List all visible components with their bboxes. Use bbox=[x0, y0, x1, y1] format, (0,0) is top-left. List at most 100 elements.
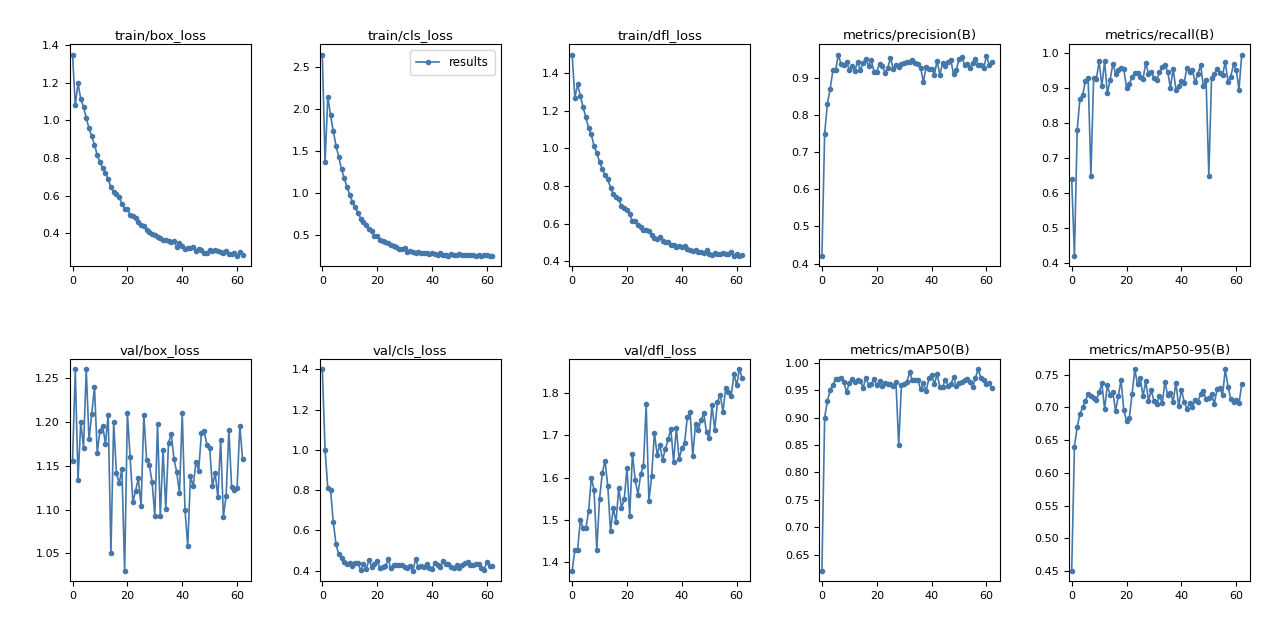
results bbox=[612, 485, 627, 492]
results bbox=[1119, 84, 1134, 91]
results bbox=[815, 252, 830, 260]
results bbox=[985, 384, 1000, 392]
results bbox=[117, 567, 132, 575]
results bbox=[114, 465, 129, 473]
results bbox=[735, 374, 750, 382]
results bbox=[1146, 74, 1161, 81]
Legend: results: results bbox=[410, 50, 495, 75]
results bbox=[617, 204, 632, 212]
results bbox=[982, 379, 997, 387]
Line: results: results bbox=[1070, 367, 1244, 573]
results bbox=[362, 225, 377, 232]
Line: results: results bbox=[320, 53, 495, 258]
Line: results: results bbox=[570, 53, 744, 258]
Line: results: results bbox=[820, 53, 994, 258]
results bbox=[982, 61, 997, 69]
results bbox=[612, 196, 627, 203]
Line: results: results bbox=[71, 53, 245, 258]
results bbox=[395, 245, 410, 253]
results bbox=[482, 252, 497, 260]
results bbox=[1235, 51, 1250, 58]
results bbox=[232, 422, 247, 429]
results bbox=[683, 246, 698, 254]
results bbox=[645, 472, 660, 480]
results bbox=[485, 563, 500, 570]
results bbox=[1110, 392, 1126, 400]
results bbox=[1231, 399, 1246, 407]
results bbox=[1152, 69, 1167, 76]
results bbox=[435, 558, 450, 565]
results bbox=[900, 378, 915, 385]
results bbox=[897, 59, 912, 67]
results bbox=[67, 366, 82, 373]
results bbox=[150, 233, 165, 241]
results bbox=[650, 451, 665, 458]
results bbox=[235, 251, 250, 259]
results bbox=[400, 248, 415, 256]
Line: results: results bbox=[320, 367, 495, 573]
results bbox=[730, 381, 745, 389]
results bbox=[405, 567, 420, 575]
results bbox=[1185, 67, 1200, 74]
Title: metrics/mAP50(B): metrics/mAP50(B) bbox=[849, 344, 970, 357]
Title: train/cls_loss: train/cls_loss bbox=[367, 29, 453, 42]
Title: val/dfl_loss: val/dfl_loss bbox=[623, 344, 697, 357]
results bbox=[869, 68, 884, 76]
results bbox=[893, 381, 909, 389]
results bbox=[933, 383, 948, 391]
results bbox=[232, 248, 247, 256]
results bbox=[1181, 399, 1197, 407]
results bbox=[395, 561, 410, 568]
results bbox=[1113, 64, 1128, 72]
results bbox=[362, 556, 377, 564]
results bbox=[367, 560, 382, 568]
Title: train/dfl_loss: train/dfl_loss bbox=[618, 29, 702, 42]
Title: metrics/precision(B): metrics/precision(B) bbox=[843, 29, 977, 42]
Title: train/box_loss: train/box_loss bbox=[114, 29, 207, 42]
results bbox=[482, 562, 497, 570]
results bbox=[1117, 406, 1132, 414]
results bbox=[864, 57, 879, 64]
results bbox=[732, 366, 747, 373]
results bbox=[123, 453, 138, 461]
results bbox=[1150, 400, 1165, 408]
results bbox=[65, 458, 80, 465]
Title: val/cls_loss: val/cls_loss bbox=[373, 344, 448, 357]
results bbox=[1065, 567, 1080, 575]
results bbox=[155, 446, 170, 454]
results bbox=[183, 244, 198, 251]
results bbox=[117, 204, 132, 212]
results bbox=[815, 567, 830, 575]
Line: results: results bbox=[820, 367, 994, 573]
Title: val/box_loss: val/box_loss bbox=[121, 344, 201, 357]
results bbox=[473, 252, 489, 260]
results bbox=[565, 51, 580, 58]
results bbox=[188, 458, 203, 465]
results bbox=[315, 366, 330, 373]
results bbox=[150, 420, 165, 428]
results bbox=[485, 252, 500, 260]
Title: metrics/mAP50-95(B): metrics/mAP50-95(B) bbox=[1089, 344, 1231, 357]
results bbox=[315, 51, 330, 58]
results bbox=[400, 564, 415, 572]
results bbox=[971, 366, 986, 373]
Title: metrics/recall(B): metrics/recall(B) bbox=[1104, 29, 1214, 42]
results bbox=[732, 252, 747, 260]
results bbox=[235, 455, 250, 463]
results bbox=[683, 408, 698, 416]
results bbox=[902, 58, 917, 66]
Line: results: results bbox=[71, 367, 245, 573]
results bbox=[230, 252, 245, 260]
results bbox=[1218, 366, 1233, 373]
results bbox=[867, 375, 882, 383]
results bbox=[112, 194, 127, 201]
results bbox=[650, 236, 665, 243]
results bbox=[65, 51, 80, 58]
results bbox=[1065, 175, 1080, 183]
Line: results: results bbox=[1070, 53, 1244, 258]
results bbox=[565, 567, 580, 575]
results bbox=[1143, 387, 1159, 394]
results bbox=[367, 232, 382, 239]
results bbox=[433, 249, 448, 257]
results bbox=[145, 230, 160, 237]
